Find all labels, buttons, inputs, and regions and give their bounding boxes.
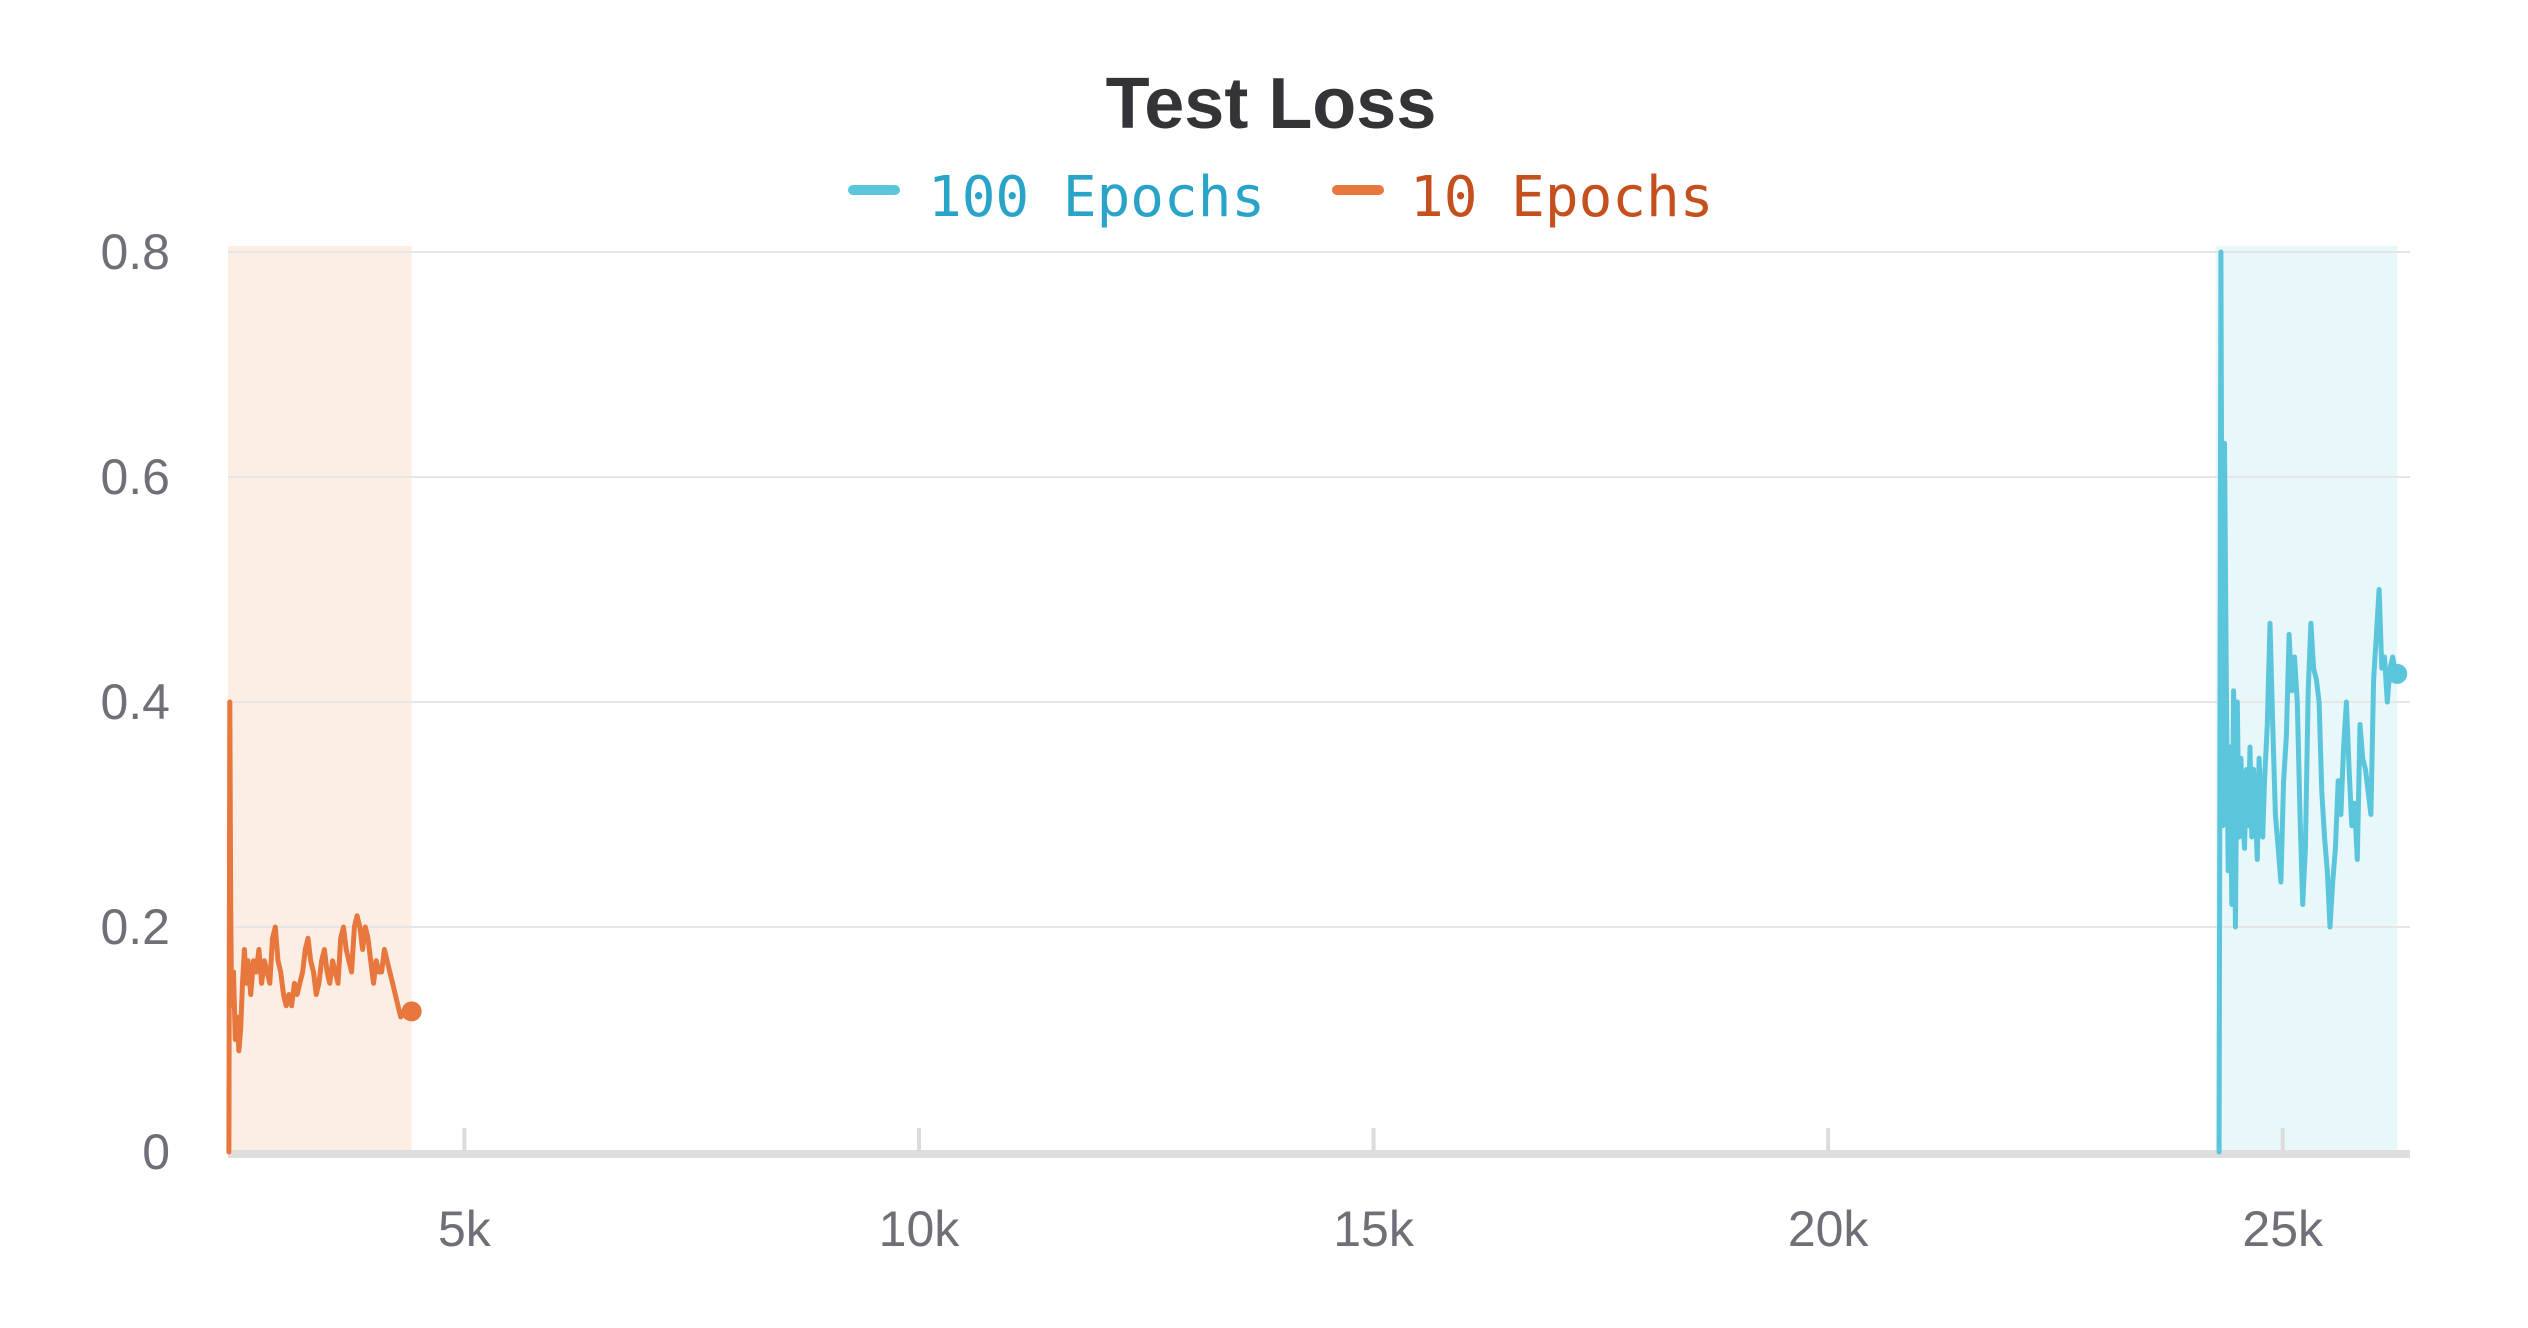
legend-label-10-epochs: 10 Epochs bbox=[1410, 165, 1713, 230]
series-end-point-10-epochs[interactable] bbox=[401, 1001, 422, 1022]
series-line-100-epochs[interactable] bbox=[2216, 249, 2400, 1155]
y-tick-label: 0.2 bbox=[100, 899, 170, 955]
legend-item-100-epochs[interactable]: 100 Epochs bbox=[848, 165, 1265, 230]
axes: 5k 10k 15k 20k 25k bbox=[228, 1128, 2410, 1257]
y-tick-label: 0.6 bbox=[100, 449, 170, 505]
grid: 0 0.2 0.4 0.6 0.8 bbox=[100, 224, 2410, 1180]
chart-title: Test Loss bbox=[1106, 64, 1437, 144]
legend-label-100-epochs: 100 Epochs bbox=[928, 165, 1265, 230]
x-tick-label: 10k bbox=[879, 1201, 961, 1257]
series-end-point-100-epochs[interactable] bbox=[2387, 663, 2408, 684]
y-tick-label: 0.4 bbox=[100, 674, 170, 730]
series-line-10-epochs[interactable] bbox=[226, 699, 415, 1155]
shaded-bands bbox=[228, 246, 2398, 1152]
x-tick-label: 20k bbox=[1788, 1201, 1870, 1257]
y-tick-label: 0 bbox=[142, 1124, 170, 1180]
x-tick-label: 15k bbox=[1333, 1201, 1415, 1257]
legend-swatch-10-epochs bbox=[1332, 185, 1384, 195]
legend[interactable]: 100 Epochs 10 Epochs bbox=[848, 165, 1713, 230]
x-tick-label: 5k bbox=[438, 1201, 492, 1257]
legend-item-10-epochs[interactable]: 10 Epochs bbox=[1332, 165, 1713, 230]
series-lines bbox=[226, 249, 2408, 1155]
shaded-band-10-epochs bbox=[228, 246, 412, 1152]
x-tick-label: 25k bbox=[2242, 1201, 2324, 1257]
y-tick-label: 0.8 bbox=[100, 224, 170, 280]
legend-swatch-100-epochs bbox=[848, 185, 900, 195]
